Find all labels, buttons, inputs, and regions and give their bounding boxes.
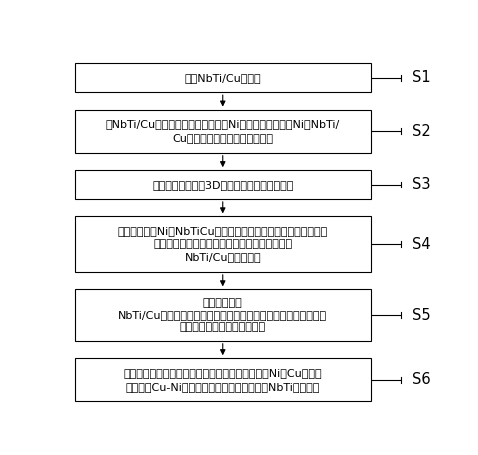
- Text: 制备NbTi/Cu单芯棒: 制备NbTi/Cu单芯棒: [185, 73, 261, 83]
- Bar: [75, 63, 371, 92]
- Text: NbTi/Cu二次复合棒: NbTi/Cu二次复合棒: [185, 252, 261, 262]
- Text: 对三次复合线进行真空低温退火处理，使基体中的Ni和Cu充分扩: 对三次复合线进行真空低温退火处理，使基体中的Ni和Cu充分扩: [123, 368, 322, 378]
- Text: 将清洗干净的: 将清洗干净的: [203, 298, 243, 308]
- Text: 利用高纯铜粉通过3D打印的方式制备多孔铜管: 利用高纯铜粉通过3D打印的方式制备多孔铜管: [152, 180, 293, 190]
- Text: S4: S4: [412, 237, 430, 252]
- Text: 时效热处理，获得三次复合线: 时效热处理，获得三次复合线: [180, 322, 266, 332]
- Text: NbTi/Cu二次复合棒紧密排列在铜管内，在冷拉拔过程中结合多次: NbTi/Cu二次复合棒紧密排列在铜管内，在冷拉拔过程中结合多次: [118, 310, 327, 320]
- Bar: [75, 289, 371, 341]
- Text: S3: S3: [412, 177, 430, 192]
- Text: 散，形成Cu-Ni固溶体，最终获得超低损耗的NbTi超导线材: 散，形成Cu-Ni固溶体，最终获得超低损耗的NbTi超导线材: [126, 382, 320, 392]
- Bar: [75, 170, 371, 199]
- Text: S6: S6: [412, 372, 430, 387]
- Text: Cu单芯细线，再将细线定尺切断: Cu单芯细线，再将细线定尺切断: [172, 133, 273, 143]
- Text: S1: S1: [412, 70, 430, 85]
- Bar: [75, 216, 371, 272]
- Bar: [75, 110, 371, 153]
- Text: 将表面均匀镀Ni的NbTiCu单芯细棒插入多孔铜管中，通过拉拔、: 将表面均匀镀Ni的NbTiCu单芯细棒插入多孔铜管中，通过拉拔、: [118, 227, 328, 237]
- Text: S2: S2: [412, 124, 430, 139]
- Text: 定尺切断及矫直处理获得不同规格、不同长度的: 定尺切断及矫直处理获得不同规格、不同长度的: [153, 239, 293, 249]
- Text: 将NbTi/Cu单芯棒拉伸成细线后电镀Ni，获得表面均匀镀Ni的NbTi/: 将NbTi/Cu单芯棒拉伸成细线后电镀Ni，获得表面均匀镀Ni的NbTi/: [106, 119, 340, 129]
- Bar: [75, 358, 371, 401]
- Text: S5: S5: [412, 308, 430, 323]
